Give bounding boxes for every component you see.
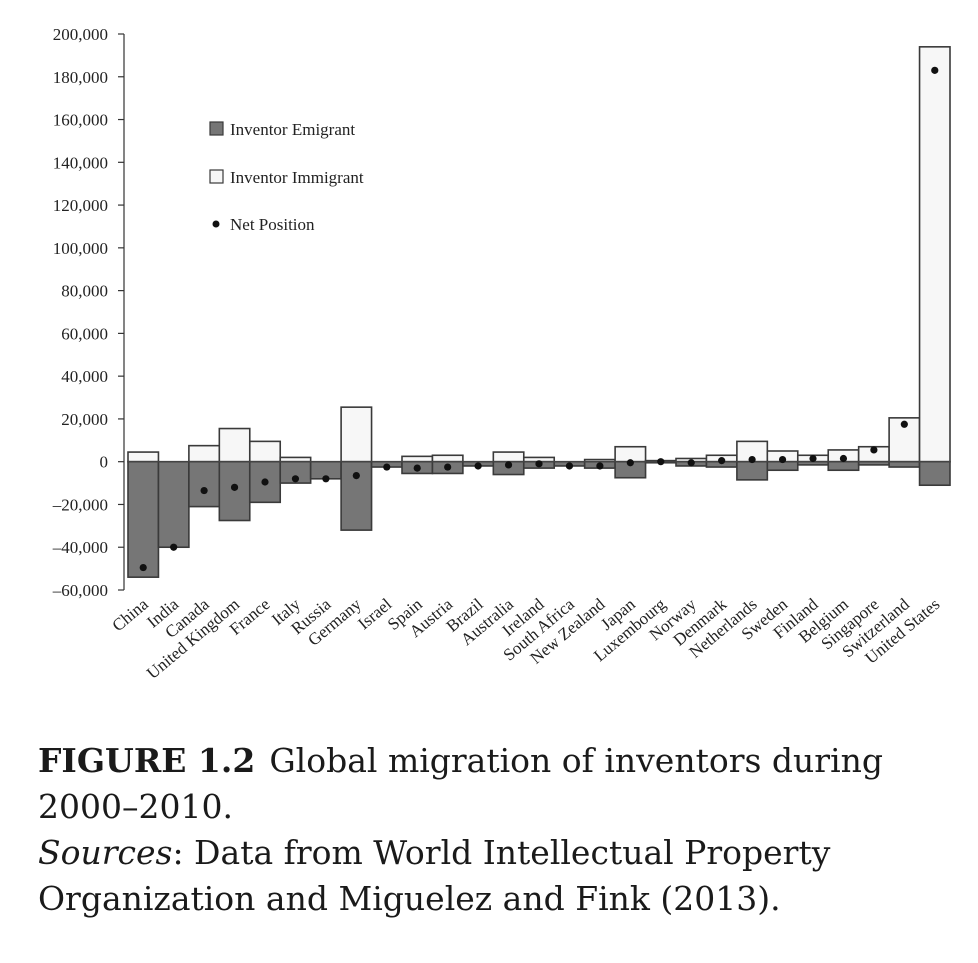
net-position-point xyxy=(870,446,878,454)
legend-swatch-immigrant xyxy=(209,169,224,184)
y-tick-label: 80,000 xyxy=(61,282,108,301)
figure-label: FIGURE 1.2 xyxy=(38,741,256,780)
net-position-point xyxy=(383,463,391,471)
net-position-point xyxy=(748,455,756,464)
caption-sources-line: Sources: Data from World Intellectual Pr… xyxy=(38,830,968,922)
net-position-point xyxy=(596,462,604,470)
sources-label: Sources xyxy=(38,833,173,872)
bar-emigrant xyxy=(888,460,921,468)
net-position-point xyxy=(200,486,208,495)
net-position-point xyxy=(839,454,848,463)
net-position-markers xyxy=(139,66,939,572)
y-tick-label: 180,000 xyxy=(53,68,108,87)
bar-immigrant xyxy=(431,454,464,463)
y-tick-label: –60,000 xyxy=(52,581,108,600)
bar-immigrant xyxy=(127,451,160,463)
net-position-point xyxy=(352,471,360,480)
bar-emigrant xyxy=(127,460,160,578)
net-position-point xyxy=(413,464,421,472)
y-tick-label: –40,000 xyxy=(52,538,108,557)
net-position-point xyxy=(444,463,452,471)
net-position-point xyxy=(687,459,695,467)
bar-immigrant xyxy=(340,406,373,463)
net-position-point xyxy=(900,420,908,428)
net-position-point xyxy=(931,66,939,74)
y-tick-label: 120,000 xyxy=(53,196,108,215)
legend-label-immigrant: Inventor Immigrant xyxy=(230,168,364,187)
legend-swatch-emigrant xyxy=(209,121,224,136)
net-position-point xyxy=(291,475,300,483)
net-position-point xyxy=(139,563,147,572)
y-tick-label: –20,000 xyxy=(52,495,108,514)
net-position-point xyxy=(778,455,787,464)
bar-immigrant xyxy=(918,46,951,463)
y-axis: 200,000 180,000 160,000 140,000 120,000 100,0… xyxy=(52,25,125,600)
net-position-point xyxy=(718,457,726,465)
bar-immigrant xyxy=(492,451,525,463)
sources-text: : Data from World Intellectual Property … xyxy=(38,833,831,918)
net-position-point xyxy=(322,475,330,483)
migration-chart: 200,000 180,000 160,000 140,000 120,000 100,0… xyxy=(52,25,951,683)
y-tick-label: 160,000 xyxy=(53,111,108,130)
bar-immigrant xyxy=(218,427,251,463)
net-position-point xyxy=(565,462,574,470)
caption-title-line: FIGURE 1.2 Global migration of inventors … xyxy=(38,738,968,830)
legend-label-emigrant: Inventor Emigrant xyxy=(230,120,355,139)
y-tick-label: 100,000 xyxy=(53,239,108,258)
bar-immigrant xyxy=(401,455,434,463)
y-tick-label: 0 xyxy=(100,453,109,472)
y-tick-label: 140,000 xyxy=(53,153,108,172)
net-position-point xyxy=(474,462,482,470)
bar-emigrant xyxy=(157,460,190,549)
y-tick-label: 60,000 xyxy=(61,324,108,343)
net-position-point xyxy=(170,543,178,551)
figure-title: Global migration of inventors during 200… xyxy=(38,741,884,826)
y-tick-label: 200,000 xyxy=(53,25,108,44)
net-position-point xyxy=(626,459,634,467)
net-position-point xyxy=(504,461,513,469)
net-position-point xyxy=(657,458,665,466)
bar-emigrant xyxy=(827,460,860,472)
bar-immigrant xyxy=(248,440,282,463)
bar-emigrant xyxy=(918,460,951,487)
net-position-point xyxy=(261,478,269,486)
bar-emigrant xyxy=(218,460,251,522)
legend-label-net: Net Position xyxy=(230,215,315,234)
figure-caption: FIGURE 1.2 Global migration of inventors … xyxy=(38,738,968,922)
bar-immigrant xyxy=(188,444,221,463)
y-tick-label: 20,000 xyxy=(61,410,108,429)
legend: Inventor Emigrant Inventor Immigrant Net… xyxy=(209,120,364,234)
legend-marker-net xyxy=(212,220,220,228)
net-position-point xyxy=(535,460,543,468)
bar-emigrant xyxy=(340,460,373,531)
net-position-point xyxy=(230,483,239,491)
net-position-point xyxy=(809,454,817,463)
y-tick-label: 40,000 xyxy=(61,367,108,386)
bar-emigrant xyxy=(736,460,769,481)
bar-emigrant xyxy=(188,460,221,508)
